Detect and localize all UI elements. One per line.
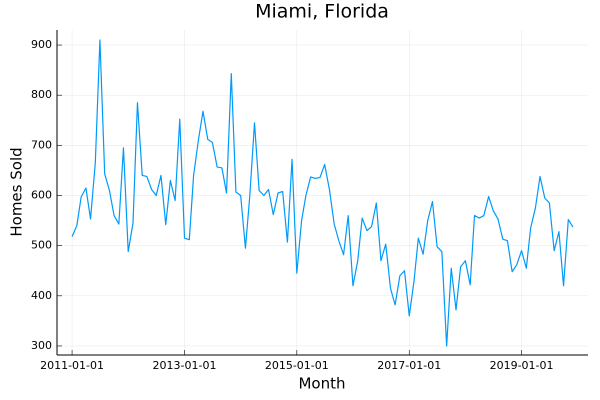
- x-axis-label: Month: [298, 375, 345, 393]
- y-axis-label: Homes Sold: [8, 147, 26, 236]
- x-tick-label: 2019-01-01: [490, 359, 554, 372]
- y-tick-label: 700: [31, 138, 52, 151]
- x-tick-label: 2013-01-01: [153, 359, 217, 372]
- x-tick-label: 2011-01-01: [40, 359, 104, 372]
- line: [71, 39, 574, 347]
- y-tick-label: 900: [31, 38, 52, 51]
- y-tick-label: 400: [31, 289, 52, 302]
- y-tick-label: 500: [31, 239, 52, 252]
- x-tick-label: 2015-01-01: [265, 359, 329, 372]
- y-tick-label: 600: [31, 189, 52, 202]
- x-tick-label: 2017-01-01: [377, 359, 441, 372]
- chart-title: Miami, Florida: [255, 1, 389, 23]
- y-tick-label: 300: [31, 339, 52, 352]
- y-tick-label: 800: [31, 88, 52, 101]
